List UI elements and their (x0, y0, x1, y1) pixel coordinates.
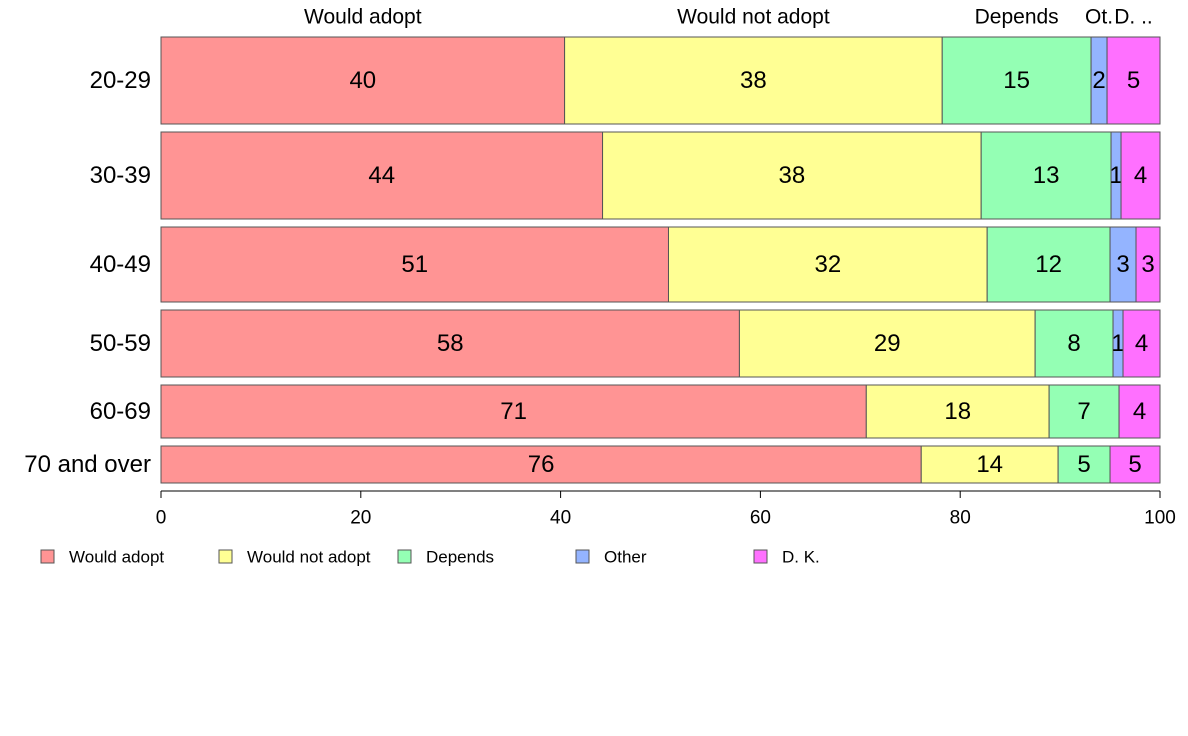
bar-20-29-would-not-adopt (564, 36, 943, 125)
legend-swatch-would-not-adopt (218, 549, 233, 564)
bar-40-49-d-k (1135, 226, 1161, 303)
bar-40-49-would-not-adopt (667, 226, 988, 303)
data-label-20-29-would-adopt: 40 (349, 67, 376, 94)
x-tick-label-20: 20 (350, 508, 371, 529)
bar-60-69-would-not-adopt (865, 384, 1050, 439)
legend-swatch-other (575, 549, 590, 564)
data-label-60-69-would-adopt: 71 (500, 398, 527, 425)
legend-label-would-adopt: Would adopt (69, 548, 164, 567)
legend-label-d-k: D. K. (782, 548, 820, 567)
bars: 40 38 15 2 544 38 13 1 451 32 12 3 358 29 8 1 471 18 7 476 1… (160, 36, 1161, 484)
bar-50-59-d-k (1122, 309, 1161, 378)
data-label-50-59-would-not-adopt: 29 (874, 330, 901, 357)
data-label-70-and-over-would-adopt: 76 (528, 451, 555, 478)
x-axis: 0 20 40 60 80 100 (156, 490, 1176, 529)
bar-40-49-depends (986, 226, 1111, 303)
legend-label-other: Other (604, 548, 647, 567)
bar-50-59-would-not-adopt (738, 309, 1036, 378)
row-label-30-39: 30-39 (90, 162, 151, 189)
x-tick-label-60: 60 (750, 508, 771, 529)
x-tick-label-80: 80 (950, 508, 971, 529)
data-label-20-29-d-k: 5 (1127, 67, 1140, 94)
bar-30-39-depends (980, 131, 1112, 220)
data-label-60-69-depends: 7 (1077, 398, 1090, 425)
legend-swatch-depends (397, 549, 412, 564)
bar-20-29-d-k (1106, 36, 1161, 125)
bar-70-and-over-d-k (1109, 445, 1161, 484)
bar-50-59-would-adopt (160, 309, 740, 378)
bar-20-29-would-adopt (160, 36, 566, 125)
data-label-40-49-other: 3 (1116, 251, 1129, 278)
bar-20-29-depends (941, 36, 1092, 125)
legend-label-depends: Depends (426, 548, 494, 567)
data-label-70-and-over-would-not-adopt: 14 (976, 451, 1003, 478)
x-tick-label-0: 0 (156, 508, 167, 529)
bar-60-69-would-adopt (160, 384, 867, 439)
data-label-30-39-would-adopt: 44 (368, 162, 395, 189)
bar-50-59-depends (1034, 309, 1114, 378)
data-label-50-59-d-k: 4 (1135, 330, 1148, 357)
data-label-40-49-would-adopt: 51 (401, 251, 428, 278)
top-label-d-k: D. .. (1114, 6, 1153, 29)
data-label-40-49-d-k: 3 (1141, 251, 1154, 278)
data-label-60-69-d-k: 4 (1133, 398, 1146, 425)
data-label-30-39-depends: 13 (1033, 162, 1060, 189)
data-label-70-and-over-depends: 5 (1077, 451, 1090, 478)
top-label-would-not-adopt: Would not adopt (677, 6, 830, 29)
legend-swatch-would-adopt (40, 549, 55, 564)
data-label-60-69-would-not-adopt: 18 (944, 398, 971, 425)
row-label-70-and-over: 70 and over (24, 451, 151, 478)
bar-60-69-d-k (1118, 384, 1161, 439)
data-label-50-59-depends: 8 (1067, 330, 1080, 357)
top-label-other: Ot. (1085, 6, 1113, 29)
bar-70-and-over-depends (1057, 445, 1111, 484)
legend-label-would-not-adopt: Would not adopt (247, 548, 371, 567)
x-tick-label-40: 40 (550, 508, 571, 529)
data-label-20-29-would-not-adopt: 38 (740, 67, 767, 94)
data-label-40-49-depends: 12 (1035, 251, 1062, 278)
bar-60-69-depends (1048, 384, 1120, 439)
row-label-50-59: 50-59 (90, 330, 151, 357)
data-label-30-39-other: 1 (1109, 162, 1122, 189)
data-label-40-49-would-not-adopt: 32 (814, 251, 841, 278)
bar-30-39-d-k (1120, 131, 1161, 220)
legend-swatch-d-k (753, 549, 768, 564)
row-label-60-69: 60-69 (90, 398, 151, 425)
row-label-40-49: 40-49 (90, 251, 151, 278)
x-tick-label-100: 100 (1144, 508, 1176, 529)
data-label-50-59-other: 1 (1111, 330, 1124, 357)
bar-30-39-would-not-adopt (602, 131, 982, 220)
data-label-50-59-would-adopt: 58 (437, 330, 464, 357)
top-label-depends: Depends (975, 6, 1059, 29)
bar-70-and-over-would-not-adopt (920, 445, 1059, 484)
data-label-20-29-other: 2 (1092, 67, 1105, 94)
row-label-20-29: 20-29 (90, 67, 151, 94)
bar-30-39-would-adopt (160, 131, 604, 220)
row-labels: 20-29 30-39 40-49 50-59 60-69 70 and over (24, 67, 151, 478)
bar-40-49-would-adopt (160, 226, 669, 303)
top-labels: Would adopt Would not adopt Depends Ot. D. .… (304, 6, 1153, 29)
legend: Would adopt Would not adopt Depends Other D.… (40, 548, 820, 567)
data-label-30-39-d-k: 4 (1134, 162, 1147, 189)
data-label-30-39-would-not-adopt: 38 (779, 162, 806, 189)
data-label-70-and-over-d-k: 5 (1128, 451, 1141, 478)
data-label-20-29-depends: 15 (1003, 67, 1030, 94)
top-label-would-adopt: Would adopt (304, 6, 422, 29)
